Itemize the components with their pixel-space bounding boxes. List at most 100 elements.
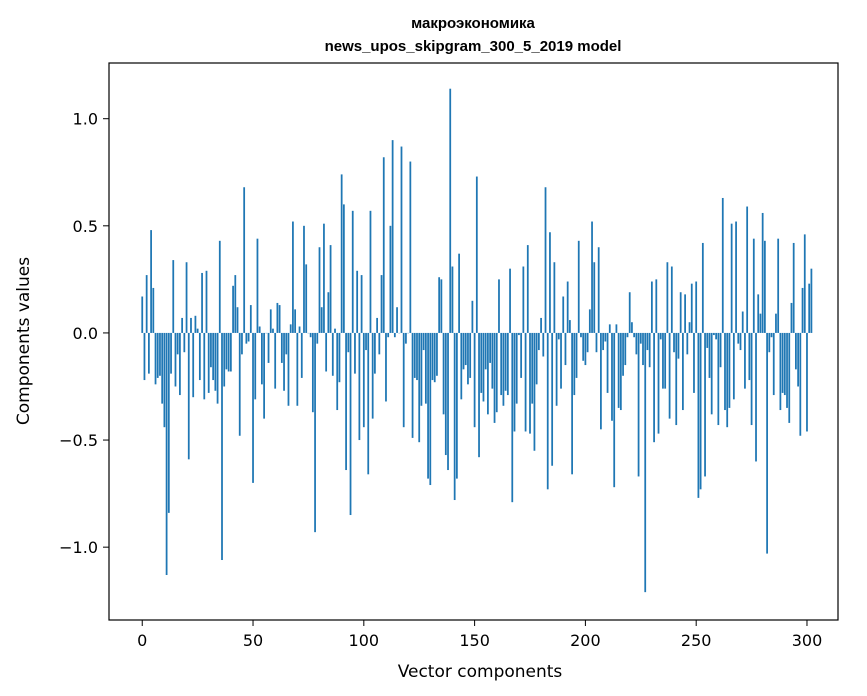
bar-276	[752, 238, 755, 333]
bar-236	[664, 332, 667, 389]
bar-119	[405, 332, 407, 344]
y-tick-label: −1.0	[59, 538, 98, 557]
bar-6	[154, 332, 157, 385]
bar-290	[783, 332, 786, 396]
bar-250	[695, 281, 698, 333]
bar-122	[411, 332, 414, 438]
bar-85	[329, 245, 332, 333]
bar-54	[261, 332, 263, 385]
bar-89	[338, 332, 341, 383]
bar-241	[675, 332, 678, 426]
bar-302	[810, 268, 813, 333]
bar-260	[717, 332, 720, 426]
bar-27	[201, 272, 203, 333]
bar-112	[389, 225, 392, 333]
bar-191	[564, 332, 567, 366]
bar-95	[351, 210, 354, 333]
bar-204	[593, 262, 596, 333]
bar-65	[285, 332, 288, 355]
bar-84	[327, 292, 330, 333]
bar-48	[247, 332, 250, 342]
bar-13	[170, 332, 172, 374]
bar-244	[682, 332, 684, 411]
bar-208	[602, 332, 605, 351]
bar-114	[393, 332, 396, 338]
bar-33	[214, 332, 217, 391]
bar-270	[739, 332, 742, 351]
bar-172	[522, 266, 525, 333]
bar-24	[194, 315, 197, 333]
bar-87	[334, 328, 336, 333]
bar-205	[595, 332, 598, 353]
bar-28	[203, 332, 206, 400]
bar-44	[238, 332, 241, 436]
bar-239	[670, 266, 673, 333]
bar-254	[704, 332, 706, 477]
y-tick-label: 1.0	[73, 110, 98, 129]
bar-161	[498, 279, 500, 333]
bar-39	[227, 332, 230, 372]
bar-78	[314, 332, 316, 533]
bar-297	[799, 332, 802, 436]
bar-147	[467, 332, 469, 385]
bar-177	[533, 332, 536, 451]
x-tick-label: 100	[349, 631, 380, 650]
bar-179	[537, 332, 540, 351]
bar-151	[475, 176, 478, 333]
bar-252	[699, 332, 702, 490]
bar-153	[480, 332, 483, 393]
bar-267	[732, 332, 735, 400]
bar-294	[792, 242, 795, 333]
y-tick-label: 0.5	[73, 217, 98, 236]
bar-3	[148, 332, 150, 374]
bar-166	[509, 268, 511, 333]
bar-206	[597, 247, 600, 333]
bar-196	[575, 332, 578, 378]
bar-59	[272, 328, 274, 333]
bar-4	[150, 230, 152, 333]
bar-105	[374, 332, 376, 374]
bar-162	[500, 332, 503, 396]
bar-118	[402, 332, 405, 428]
bar-230	[650, 281, 653, 333]
bar-41	[232, 285, 234, 333]
bar-42	[234, 275, 237, 333]
bar-17	[179, 332, 181, 396]
bar-178	[535, 332, 538, 385]
bar-64	[283, 332, 285, 391]
bar-200	[584, 332, 587, 366]
bar-233	[657, 332, 660, 434]
bar-77	[311, 332, 314, 413]
bar-69	[294, 309, 297, 333]
bar-300	[806, 332, 808, 432]
x-tick-label: 150	[459, 631, 490, 650]
bar-165	[506, 332, 509, 396]
bar-284	[770, 332, 773, 338]
bar-272	[744, 332, 746, 389]
bar-175	[529, 332, 531, 434]
bar-97	[356, 270, 359, 333]
bar-245	[684, 294, 686, 333]
bar-274	[748, 332, 751, 381]
bar-117	[400, 146, 403, 333]
bar-92	[345, 332, 347, 471]
bar-29	[205, 270, 208, 333]
bar-134	[438, 277, 441, 333]
bar-269	[737, 332, 740, 344]
bar-7	[156, 332, 159, 378]
x-tick-label: 300	[792, 631, 823, 650]
bar-106	[376, 317, 378, 333]
bar-111	[387, 332, 390, 338]
bar-275	[750, 332, 753, 426]
bar-263	[724, 332, 726, 411]
bar-5	[152, 287, 155, 333]
bar-71	[298, 326, 301, 333]
bar-38	[225, 332, 228, 370]
bar-145	[462, 332, 465, 370]
bar-19	[183, 332, 186, 353]
bar-289	[781, 332, 784, 393]
bar-25	[196, 328, 199, 333]
bar-18	[181, 317, 184, 333]
bar-96	[354, 332, 356, 374]
bar-8	[159, 332, 161, 376]
